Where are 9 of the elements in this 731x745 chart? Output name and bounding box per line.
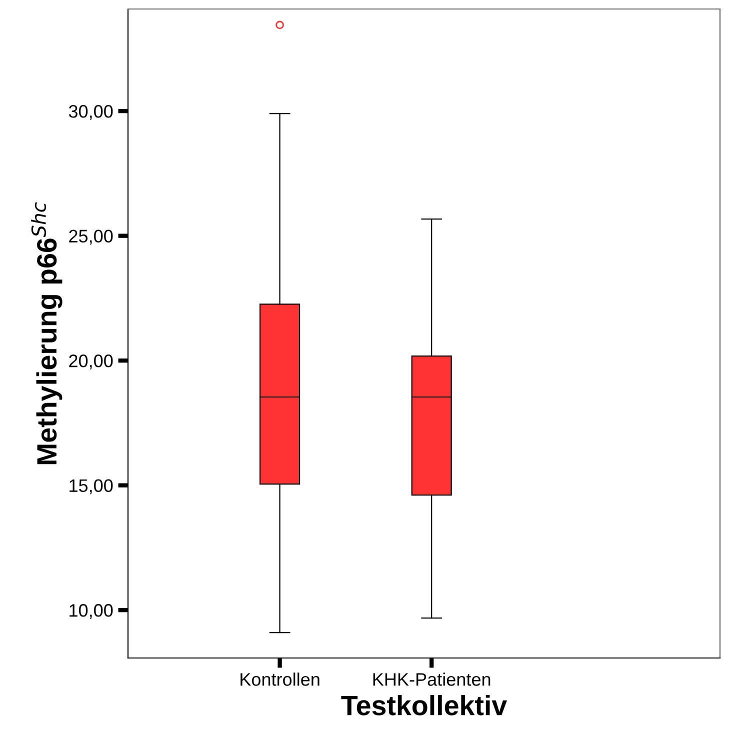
y-tick-label: 30,00 [68,104,113,120]
y-tick-label: 15,00 [70,479,113,494]
x-tick-label: KHK-Patienten [373,672,490,686]
x-tick-label: Kontrollen [240,672,320,686]
y-tick-label: 20,00 [69,354,113,370]
y-tick-label: 10,00 [70,604,113,619]
y-tick-label: 25,00 [69,230,113,245]
y-axis-title: Methylierung p66$^{Shc}$ [31,202,62,464]
x-axis-title: Testkollektiv [341,694,507,716]
